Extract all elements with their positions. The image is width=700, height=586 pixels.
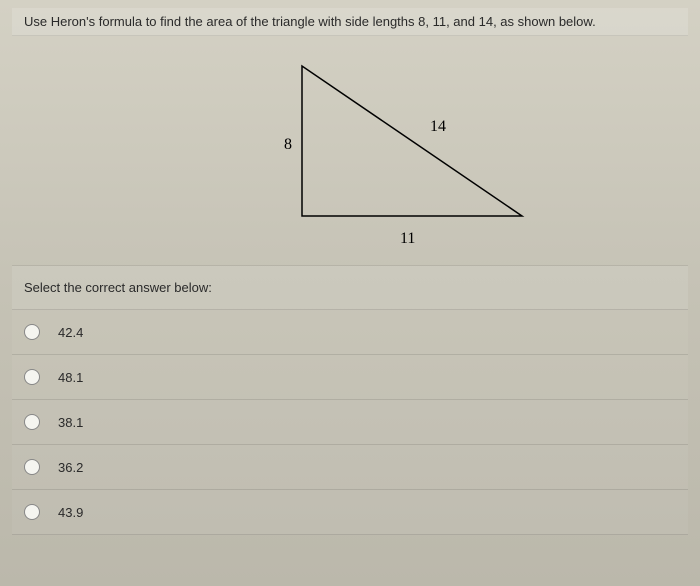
option-row-0[interactable]: 42.4 <box>12 310 688 355</box>
option-label: 38.1 <box>58 415 83 430</box>
triangle-shape <box>302 66 522 216</box>
triangle-figure: 8 14 11 <box>12 36 688 266</box>
option-row-3[interactable]: 36.2 <box>12 445 688 490</box>
quiz-container: Use Heron's formula to find the area of … <box>0 0 700 586</box>
radio-icon <box>24 369 40 385</box>
select-prompt: Select the correct answer below: <box>12 266 688 310</box>
side-label-left: 8 <box>284 136 292 154</box>
question-text: Use Heron's formula to find the area of … <box>12 8 688 36</box>
option-label: 43.9 <box>58 505 83 520</box>
option-label: 48.1 <box>58 370 83 385</box>
radio-icon <box>24 504 40 520</box>
option-row-4[interactable]: 43.9 <box>12 490 688 535</box>
triangle-svg <box>272 56 552 236</box>
radio-icon <box>24 324 40 340</box>
option-row-2[interactable]: 38.1 <box>12 400 688 445</box>
radio-icon <box>24 459 40 475</box>
option-label: 42.4 <box>58 325 83 340</box>
side-label-hypotenuse: 14 <box>430 118 446 136</box>
option-label: 36.2 <box>58 460 83 475</box>
radio-icon <box>24 414 40 430</box>
option-row-1[interactable]: 48.1 <box>12 355 688 400</box>
side-label-bottom: 11 <box>400 230 415 248</box>
